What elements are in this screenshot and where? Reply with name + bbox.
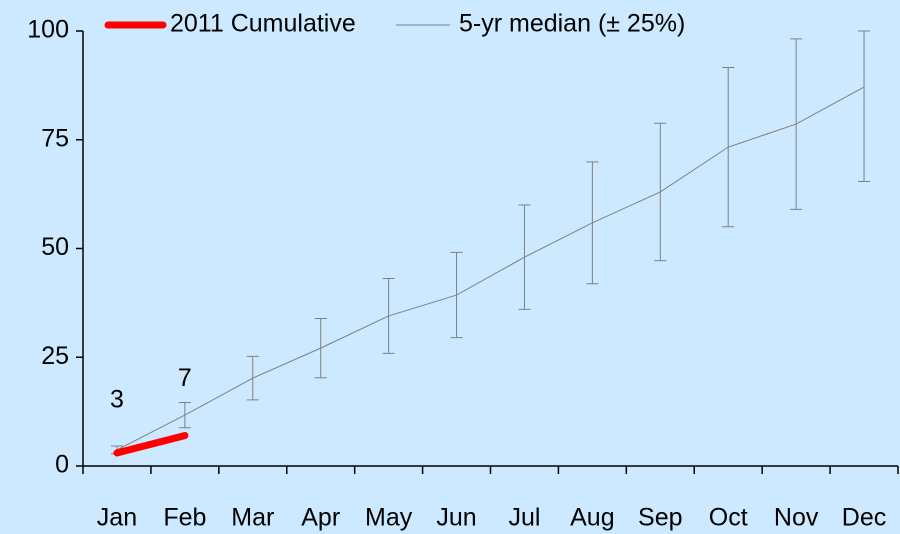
x-tick-label: Aug: [570, 504, 614, 532]
x-tick-label: Jun: [436, 504, 476, 532]
x-tick-label: Jul: [508, 504, 540, 532]
data-label: 3: [110, 386, 124, 414]
x-tick-label: Mar: [231, 504, 274, 532]
x-tick-label: Feb: [163, 504, 206, 532]
legend-label: 2011 Cumulative: [170, 10, 356, 38]
data-label: 7: [178, 364, 192, 392]
y-tick-label: 0: [55, 451, 69, 479]
x-tick-label: Jan: [97, 504, 137, 532]
x-tick-label: Nov: [774, 504, 819, 532]
y-tick-label: 50: [41, 233, 69, 261]
x-tick-label: May: [365, 504, 413, 532]
error-bar: [858, 30, 871, 183]
x-tick-label: Dec: [842, 504, 886, 532]
cumulative-line: [113, 432, 189, 457]
legend-label: 5-yr median (± 25%): [459, 10, 685, 38]
x-tick-label: Apr: [301, 504, 340, 532]
x-tick-label: Oct: [709, 504, 748, 532]
median-line: [116, 86, 865, 451]
y-tick-label: 75: [41, 124, 69, 152]
x-tick-label: Sep: [638, 504, 682, 532]
y-tick-label: 100: [27, 16, 69, 44]
y-tick-label: 25: [41, 342, 69, 370]
